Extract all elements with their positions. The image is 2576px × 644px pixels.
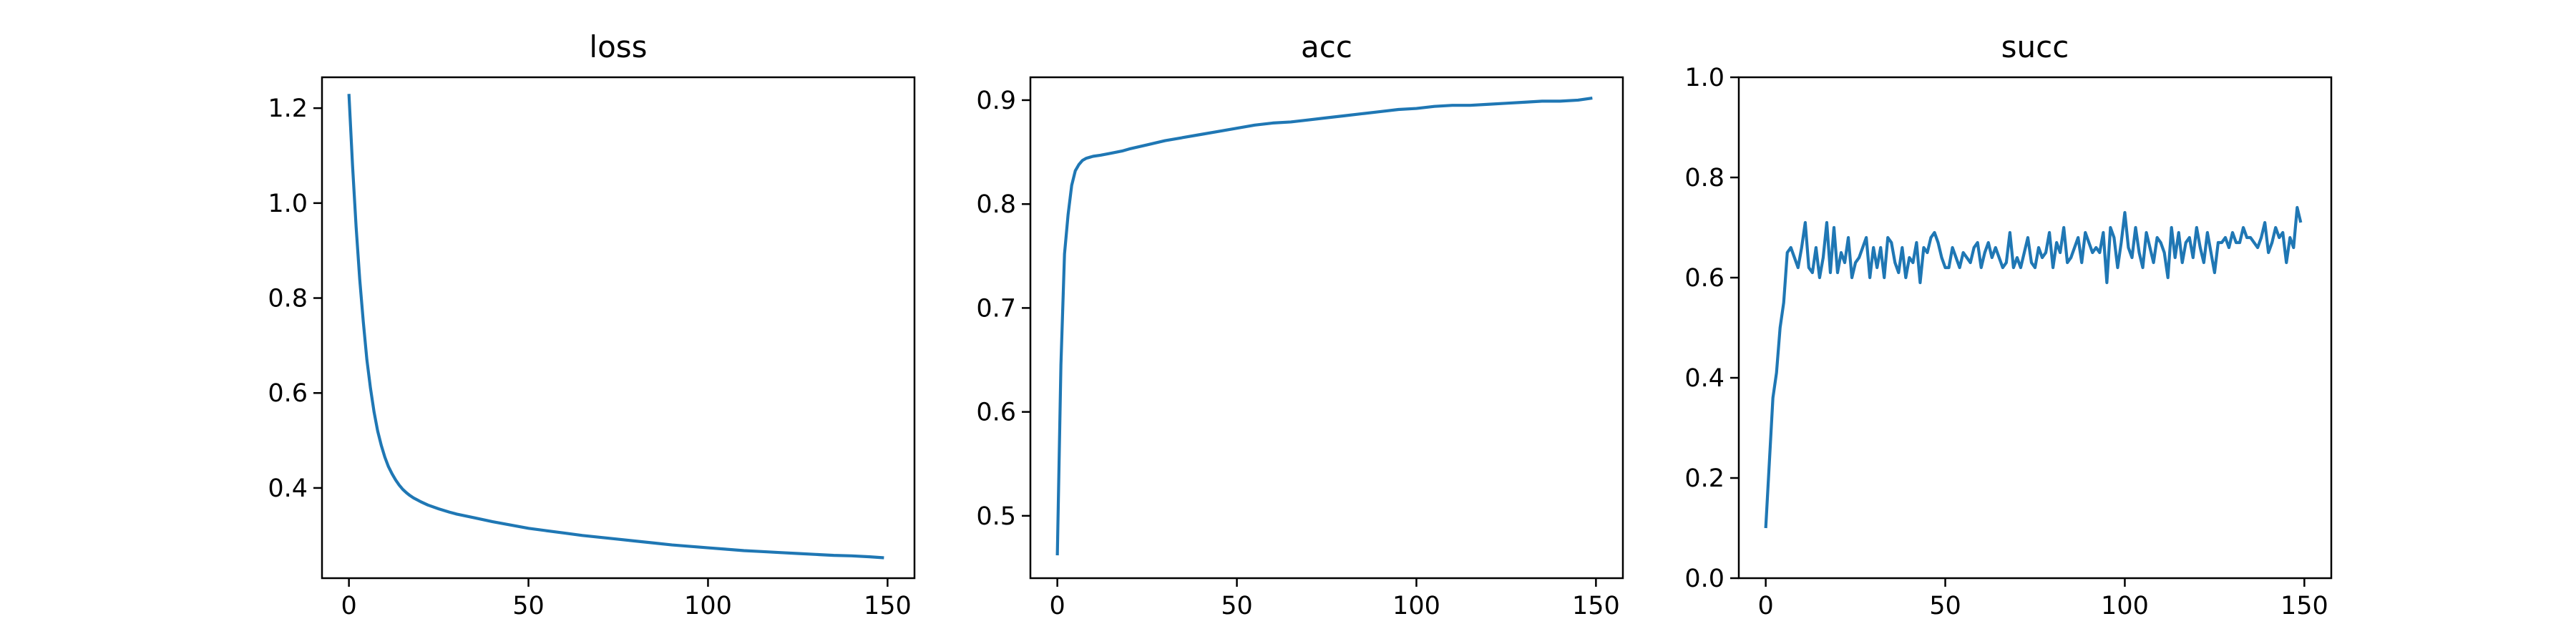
succ-x-tick-label: 0: [1757, 592, 1773, 620]
acc-y-tick-label: 0.7: [976, 294, 1016, 323]
acc-x-tick-label: 100: [1392, 592, 1440, 620]
succ-series-line: [1764, 205, 2303, 529]
succ-y-tick-label: 0.6: [1684, 264, 1724, 293]
loss-x-tick-label: 50: [512, 592, 545, 620]
loss-x-tick-label: 150: [864, 592, 912, 620]
succ-y-tick-label: 0.2: [1684, 464, 1724, 493]
acc-x-tick-label: 150: [1572, 592, 1620, 620]
acc-series-line: [1055, 96, 1593, 556]
acc-marks: 0 50 100 150 0.5 0.6 0.7 0.8 0.9: [976, 87, 1619, 620]
succ-title: succ: [2001, 29, 2069, 64]
acc-y-tick-label: 0.9: [976, 87, 1016, 115]
succ-y-tick-label: 0.0: [1684, 565, 1724, 593]
loss-y-tick-label: 0.4: [268, 474, 308, 503]
succ-marks: 0 50 100 150 0.0 0.2 0.4 0.6 0.8 1.0: [1684, 64, 2328, 620]
succ-panel: succ 0 50 100 150 0.0 0.2 0.4 0.6 0.8 1.0: [1684, 29, 2333, 620]
acc-panel: acc 0 50 100 150 0.5 0.6 0.7 0.8 0.9: [976, 29, 1624, 620]
loss-x-tick-label: 0: [341, 592, 356, 620]
loss-panel: loss 0 50 100 150 0.4 0.6 0.8 1.0 1.2: [268, 29, 916, 620]
loss-y-tick-label: 1.0: [268, 190, 308, 218]
succ-x-tick-label: 50: [1929, 592, 1961, 620]
acc-axes-frame: [1029, 76, 1624, 580]
acc-y-tick-label: 0.8: [976, 190, 1016, 219]
loss-title: loss: [589, 29, 647, 64]
succ-y-tick-label: 1.0: [1684, 64, 1724, 92]
loss-series-line: [347, 94, 884, 560]
loss-y-tick-label: 0.8: [268, 285, 308, 313]
loss-marks: 0 50 100 150 0.4 0.6 0.8 1.0 1.2: [268, 94, 912, 620]
succ-x-tick-label: 100: [2101, 592, 2149, 620]
succ-y-tick-label: 0.4: [1684, 364, 1724, 393]
succ-y-tick-label: 0.8: [1684, 164, 1724, 192]
succ-axes-frame: [1737, 76, 2333, 580]
acc-y-tick-label: 0.5: [976, 502, 1016, 531]
acc-x-tick-label: 0: [1049, 592, 1065, 620]
loss-axes-frame: [321, 76, 916, 580]
acc-y-tick-label: 0.6: [976, 399, 1016, 427]
acc-x-tick-label: 50: [1221, 592, 1253, 620]
succ-x-tick-label: 150: [2280, 592, 2328, 620]
acc-title: acc: [1301, 29, 1352, 64]
loss-y-tick-label: 1.2: [268, 94, 308, 123]
loss-x-tick-label: 100: [684, 592, 732, 620]
loss-y-tick-label: 0.6: [268, 379, 308, 408]
